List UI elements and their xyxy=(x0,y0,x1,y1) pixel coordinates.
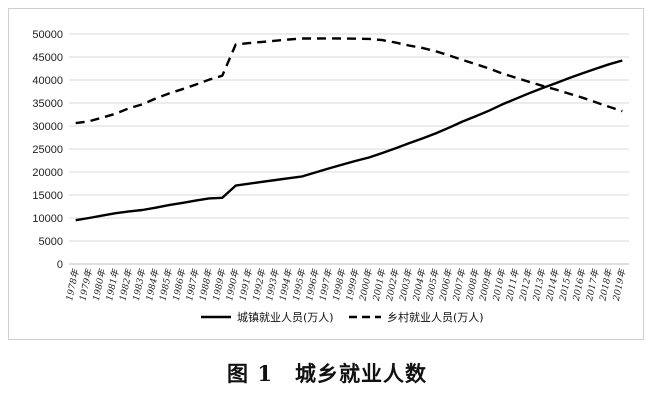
y-tick-label: 10000 xyxy=(32,213,63,225)
y-tick-label: 40000 xyxy=(32,75,63,87)
y-axis-ticks: 0 5000 10000 15000 20000 25000 30000 35000 40000… xyxy=(32,29,63,271)
gridlines xyxy=(69,33,629,265)
y-tick-label: 25000 xyxy=(32,144,63,156)
y-tick-label: 45000 xyxy=(32,52,63,64)
legend: 城镇就业人员(万人) 乡村就业人员(万人) xyxy=(201,310,484,324)
y-tick-label: 30000 xyxy=(32,121,63,133)
series-lines xyxy=(75,37,623,222)
y-tick-label: 35000 xyxy=(32,98,63,110)
y-tick-label: 0 xyxy=(57,259,63,271)
y-tick-label: 5000 xyxy=(39,236,63,248)
x-axis-ticks: 1978年1979年1980年1981年1982年1983年1984年1985年… xyxy=(64,267,628,302)
legend-label-urban: 城镇就业人员(万人) xyxy=(237,310,334,324)
y-tick-label: 20000 xyxy=(32,167,63,179)
series-line-rural xyxy=(75,37,623,125)
legend-label-rural: 乡村就业人员(万人) xyxy=(387,310,484,324)
chart-frame: 0 5000 10000 15000 20000 25000 30000 35000 40000… xyxy=(8,8,644,340)
y-tick-label: 15000 xyxy=(32,190,63,202)
figure-caption: 图 1 城乡就业人数 xyxy=(0,358,654,388)
caption-title: 城乡就业人数 xyxy=(294,361,427,386)
line-chart: 0 5000 10000 15000 20000 25000 30000 35000 40000… xyxy=(32,29,629,324)
series-line-urban xyxy=(75,59,623,222)
y-tick-label: 50000 xyxy=(32,29,63,41)
caption-number: 图 1 xyxy=(227,361,273,386)
